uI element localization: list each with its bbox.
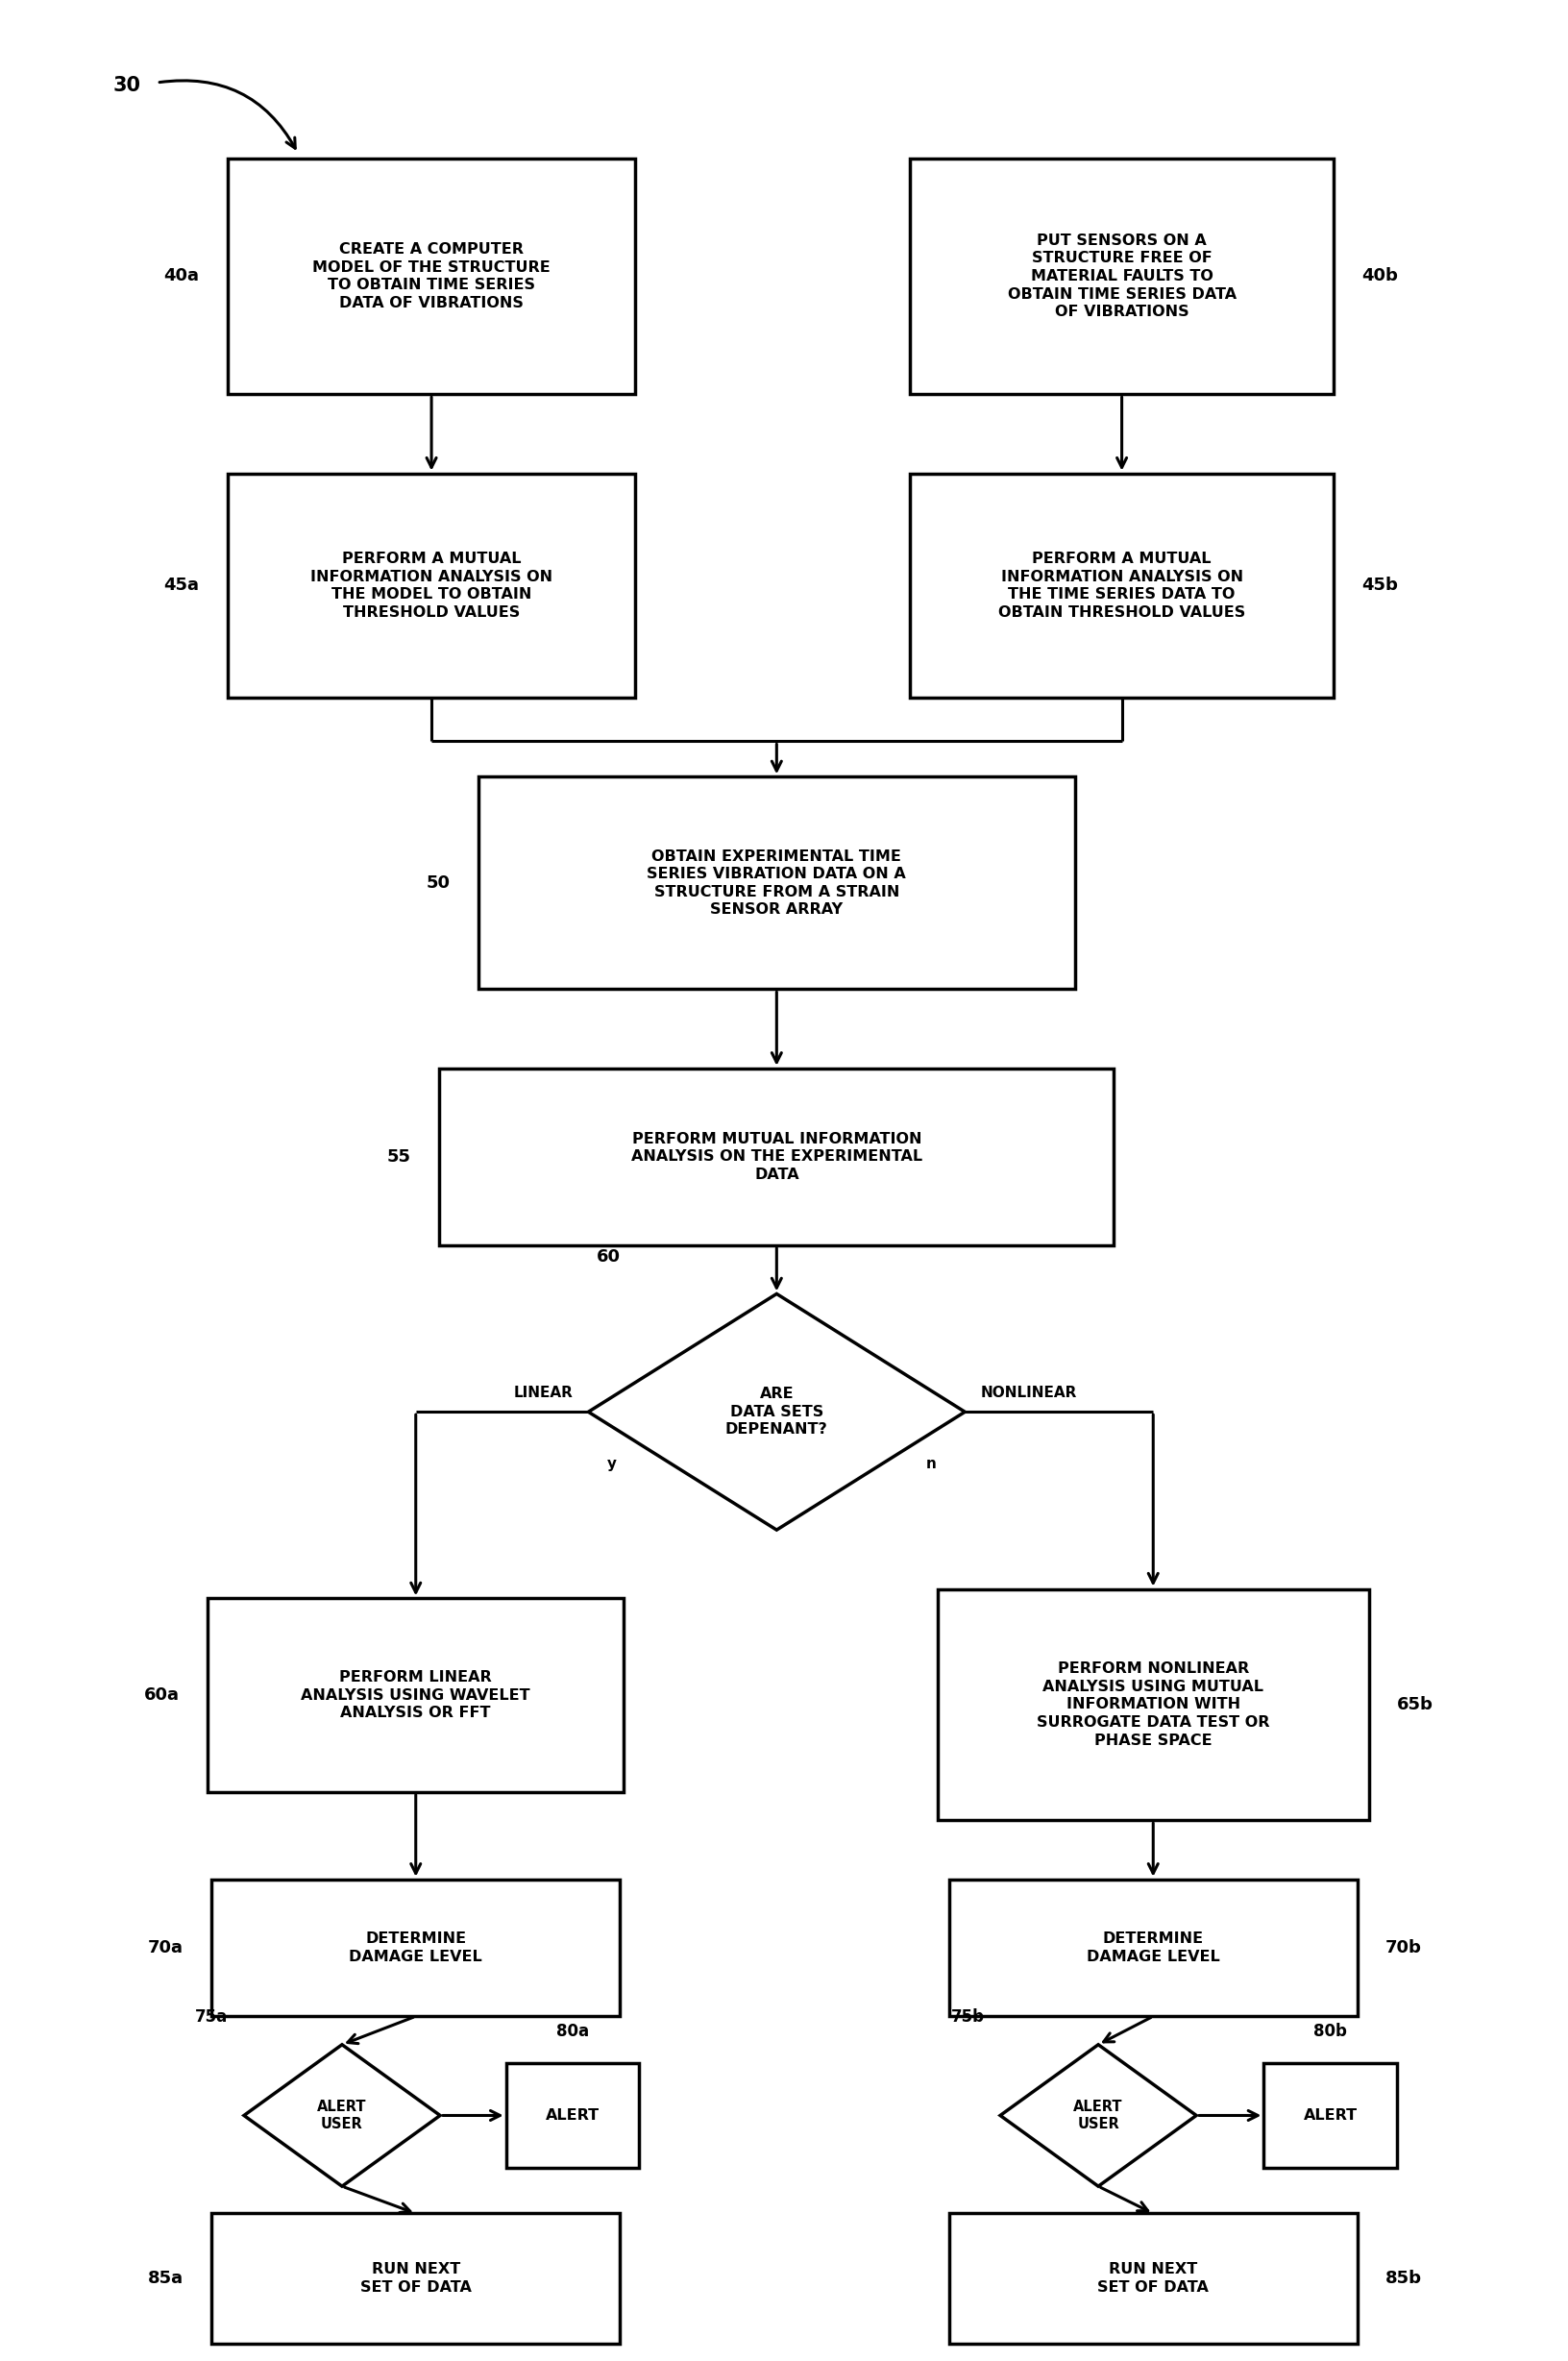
FancyBboxPatch shape xyxy=(227,472,635,699)
Text: y: y xyxy=(607,1457,616,1471)
Text: 45b: 45b xyxy=(1361,576,1397,595)
Text: n: n xyxy=(925,1457,936,1471)
Text: 80b: 80b xyxy=(1312,2023,1347,2040)
Text: ALERT: ALERT xyxy=(1303,2108,1356,2123)
Text: 60a: 60a xyxy=(144,1686,179,1705)
Text: 65b: 65b xyxy=(1397,1695,1433,1714)
Text: 70b: 70b xyxy=(1385,1938,1421,1957)
Text: ARE
DATA SETS
DEPENANT?: ARE DATA SETS DEPENANT? xyxy=(724,1386,828,1438)
Text: PERFORM MUTUAL INFORMATION
ANALYSIS ON THE EXPERIMENTAL
DATA: PERFORM MUTUAL INFORMATION ANALYSIS ON T… xyxy=(630,1131,922,1183)
Text: RUN NEXT
SET OF DATA: RUN NEXT SET OF DATA xyxy=(1098,2262,1207,2295)
Text: 40b: 40b xyxy=(1361,267,1397,286)
FancyBboxPatch shape xyxy=(949,2215,1356,2342)
FancyBboxPatch shape xyxy=(505,2064,640,2167)
Text: OBTAIN EXPERIMENTAL TIME
SERIES VIBRATION DATA ON A
STRUCTURE FROM A STRAIN
SENS: OBTAIN EXPERIMENTAL TIME SERIES VIBRATIO… xyxy=(646,850,906,916)
Polygon shape xyxy=(245,2045,439,2186)
Text: 30: 30 xyxy=(113,76,141,94)
Text: 75b: 75b xyxy=(950,2009,985,2026)
FancyBboxPatch shape xyxy=(207,1598,624,1792)
Polygon shape xyxy=(1000,2045,1195,2186)
Text: 75a: 75a xyxy=(196,2009,229,2026)
Text: PERFORM LINEAR
ANALYSIS USING WAVELET
ANALYSIS OR FFT: PERFORM LINEAR ANALYSIS USING WAVELET AN… xyxy=(301,1669,530,1721)
FancyBboxPatch shape xyxy=(478,777,1074,989)
FancyBboxPatch shape xyxy=(1264,2064,1397,2167)
Text: PERFORM A MUTUAL
INFORMATION ANALYSIS ON
THE MODEL TO OBTAIN
THRESHOLD VALUES: PERFORM A MUTUAL INFORMATION ANALYSIS ON… xyxy=(310,552,552,619)
Text: 45a: 45a xyxy=(163,576,199,595)
Text: ALERT
USER: ALERT USER xyxy=(317,2099,367,2132)
Text: PERFORM NONLINEAR
ANALYSIS USING MUTUAL
INFORMATION WITH
SURROGATE DATA TEST OR
: PERFORM NONLINEAR ANALYSIS USING MUTUAL … xyxy=(1036,1662,1269,1747)
Text: 55: 55 xyxy=(387,1147,411,1166)
FancyBboxPatch shape xyxy=(439,1067,1113,1247)
Text: PERFORM A MUTUAL
INFORMATION ANALYSIS ON
THE TIME SERIES DATA TO
OBTAIN THRESHOL: PERFORM A MUTUAL INFORMATION ANALYSIS ON… xyxy=(997,552,1245,619)
Text: DETERMINE
DAMAGE LEVEL: DETERMINE DAMAGE LEVEL xyxy=(350,1931,481,1964)
Polygon shape xyxy=(588,1294,964,1530)
FancyBboxPatch shape xyxy=(909,158,1333,394)
Text: 70a: 70a xyxy=(147,1938,183,1957)
Text: RUN NEXT
SET OF DATA: RUN NEXT SET OF DATA xyxy=(361,2262,470,2295)
Text: DETERMINE
DAMAGE LEVEL: DETERMINE DAMAGE LEVEL xyxy=(1087,1931,1218,1964)
Text: 80a: 80a xyxy=(557,2023,588,2040)
Text: 40a: 40a xyxy=(163,267,199,286)
FancyBboxPatch shape xyxy=(949,1879,1356,2016)
Text: CREATE A COMPUTER
MODEL OF THE STRUCTURE
TO OBTAIN TIME SERIES
DATA OF VIBRATION: CREATE A COMPUTER MODEL OF THE STRUCTURE… xyxy=(312,243,550,309)
FancyBboxPatch shape xyxy=(212,2215,619,2342)
Text: ALERT
USER: ALERT USER xyxy=(1073,2099,1123,2132)
FancyBboxPatch shape xyxy=(227,158,635,394)
Text: 60: 60 xyxy=(596,1249,619,1265)
Text: 85b: 85b xyxy=(1385,2269,1421,2288)
FancyBboxPatch shape xyxy=(212,1879,619,2016)
Text: NONLINEAR: NONLINEAR xyxy=(980,1386,1076,1400)
Text: LINEAR: LINEAR xyxy=(513,1386,572,1400)
FancyBboxPatch shape xyxy=(936,1589,1367,1820)
FancyBboxPatch shape xyxy=(909,472,1333,699)
Text: 50: 50 xyxy=(426,874,450,892)
Text: 85a: 85a xyxy=(147,2269,183,2288)
Text: PUT SENSORS ON A
STRUCTURE FREE OF
MATERIAL FAULTS TO
OBTAIN TIME SERIES DATA
OF: PUT SENSORS ON A STRUCTURE FREE OF MATER… xyxy=(1007,234,1236,319)
Text: ALERT: ALERT xyxy=(546,2108,599,2123)
